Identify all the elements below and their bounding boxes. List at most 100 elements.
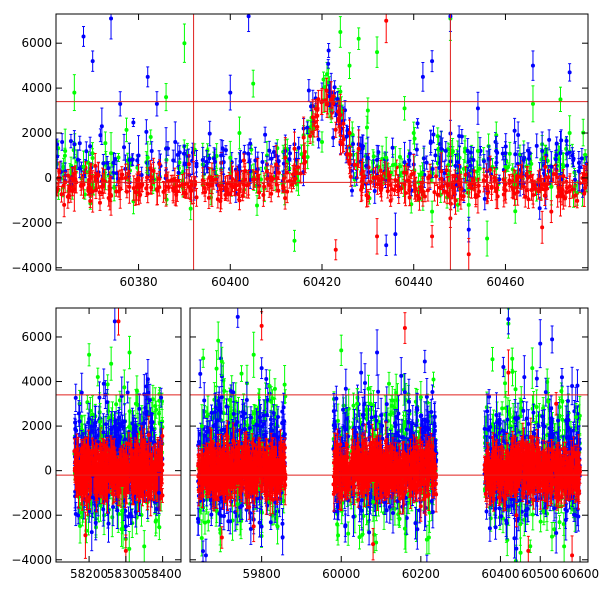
data-point <box>63 148 68 153</box>
data-point <box>103 141 108 146</box>
data-point <box>407 158 412 163</box>
data-point <box>123 175 128 180</box>
data-point <box>537 206 542 211</box>
data-point <box>417 196 422 201</box>
data-point <box>124 189 129 194</box>
data-point <box>331 135 336 140</box>
data-point <box>375 157 380 162</box>
data-point <box>572 193 577 198</box>
data-point <box>393 162 398 167</box>
data-point <box>292 146 297 151</box>
data-point <box>393 178 398 183</box>
series-outliers <box>63 14 581 257</box>
data-point <box>466 227 471 232</box>
data-point <box>567 131 572 136</box>
data-point <box>97 200 102 205</box>
data-point <box>287 157 292 162</box>
data-point <box>435 134 440 139</box>
data-point <box>468 150 473 155</box>
data-point <box>145 160 150 165</box>
data-point <box>430 234 435 239</box>
data-point <box>467 183 472 188</box>
data-point <box>72 90 77 95</box>
data-point <box>315 124 320 129</box>
data-point <box>371 154 376 159</box>
data-point <box>414 147 419 152</box>
data-point <box>294 170 299 175</box>
data-point <box>219 183 224 188</box>
data-point <box>521 184 526 189</box>
data-point <box>182 162 187 167</box>
data-point <box>482 178 487 183</box>
data-point <box>253 158 258 163</box>
x-tick-label: 60460 <box>486 275 524 289</box>
data-point <box>481 159 486 164</box>
data-point <box>220 146 225 151</box>
data-point <box>88 198 93 203</box>
data-point <box>232 185 237 190</box>
data-point <box>545 158 550 163</box>
data-point <box>492 175 497 180</box>
data-point <box>567 70 572 75</box>
data-point <box>356 36 361 41</box>
data-point <box>549 209 554 214</box>
data-point <box>335 97 340 102</box>
data-point <box>516 133 521 138</box>
data-point <box>452 190 457 195</box>
data-point <box>513 209 518 214</box>
data-point <box>567 189 572 194</box>
data-point <box>114 189 119 194</box>
data-point <box>351 142 356 147</box>
data-point <box>117 398 122 403</box>
data-point <box>93 188 98 193</box>
data-point <box>407 184 412 189</box>
data-point <box>233 181 238 186</box>
data-point <box>90 59 95 64</box>
data-point <box>445 190 450 195</box>
data-point <box>433 153 438 158</box>
data-point <box>345 152 350 157</box>
data-point <box>326 48 331 53</box>
data-point <box>124 127 129 132</box>
data-point <box>471 158 476 163</box>
data-point <box>216 183 221 188</box>
data-point <box>316 97 321 102</box>
data-point <box>241 182 246 187</box>
series-outliers <box>63 14 572 270</box>
data-point <box>450 149 455 154</box>
data-point <box>549 164 554 169</box>
data-point <box>109 16 114 21</box>
data-point <box>90 189 95 194</box>
data-point <box>378 168 383 173</box>
data-point <box>56 154 60 159</box>
data-point <box>130 157 135 162</box>
data-point <box>237 131 242 136</box>
data-point <box>352 162 357 167</box>
data-point <box>372 189 377 194</box>
data-point <box>305 125 310 130</box>
data-point <box>388 183 393 188</box>
observing-season <box>72 367 165 562</box>
data-point <box>122 145 127 150</box>
data-point <box>292 238 297 243</box>
data-point <box>324 88 329 93</box>
data-point <box>118 187 123 192</box>
data-point <box>571 156 576 161</box>
data-point <box>565 151 570 156</box>
data-point <box>106 166 111 171</box>
data-point <box>109 151 114 156</box>
data-point <box>145 74 150 79</box>
data-point <box>415 121 420 126</box>
data-point <box>177 150 182 155</box>
data-point <box>99 184 104 189</box>
data-point <box>332 85 337 90</box>
data-point <box>582 191 587 196</box>
data-point <box>558 151 563 156</box>
data-point <box>501 167 506 172</box>
data-point <box>269 178 274 183</box>
data-point <box>306 88 311 93</box>
data-point <box>169 178 174 183</box>
data-point <box>150 397 155 402</box>
data-point <box>204 159 209 164</box>
